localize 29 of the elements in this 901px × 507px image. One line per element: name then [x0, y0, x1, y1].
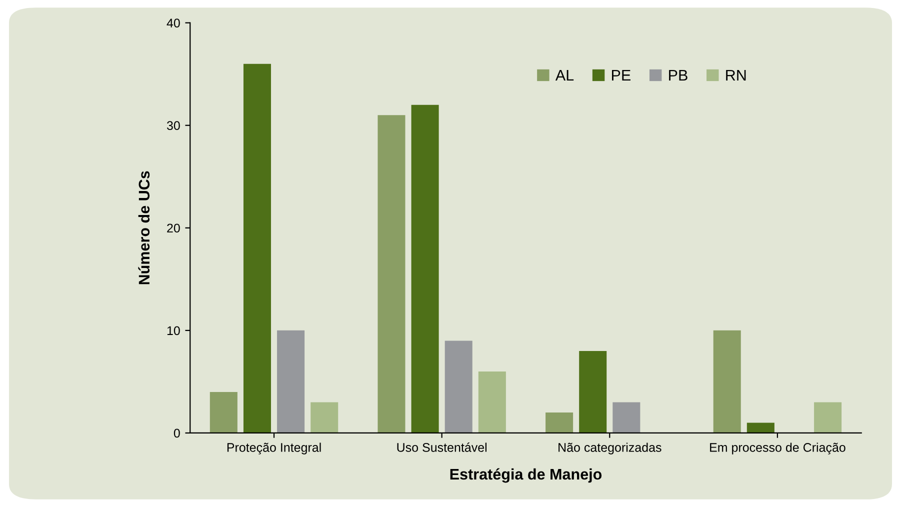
- bar: [277, 330, 305, 433]
- x-axis-title: Estratégia de Manejo: [450, 468, 602, 483]
- bar: [546, 412, 574, 433]
- x-tick-label: Proteção Integral: [227, 442, 321, 454]
- legend-label: RN: [726, 70, 746, 81]
- bar: [478, 371, 506, 433]
- bar: [310, 402, 338, 433]
- legend-label: PB: [669, 70, 688, 81]
- y-tick-label: 20: [167, 224, 180, 233]
- bar: [243, 64, 271, 433]
- bar: [444, 340, 472, 433]
- bar: [378, 115, 406, 433]
- bar: [713, 330, 741, 433]
- y-tick-label: 10: [167, 326, 180, 336]
- x-tick-label: Em processo de Criação: [710, 442, 846, 454]
- x-tick-label: Não categorizadas: [558, 442, 662, 454]
- y-tick-label: 40: [166, 18, 180, 28]
- bar: [814, 402, 842, 433]
- y-tick-label: 0: [174, 428, 180, 438]
- bar: [612, 402, 640, 433]
- legend-label: AL: [555, 70, 574, 81]
- bar: [579, 350, 607, 433]
- legend-label: PE: [612, 70, 630, 81]
- y-axis-title: Número de UCs: [138, 171, 150, 284]
- bar: [411, 104, 439, 433]
- x-tick-label: Uso Sustentável: [397, 442, 487, 452]
- bar: [210, 392, 238, 433]
- bar: [746, 422, 774, 433]
- y-tick-label: 30: [166, 121, 180, 130]
